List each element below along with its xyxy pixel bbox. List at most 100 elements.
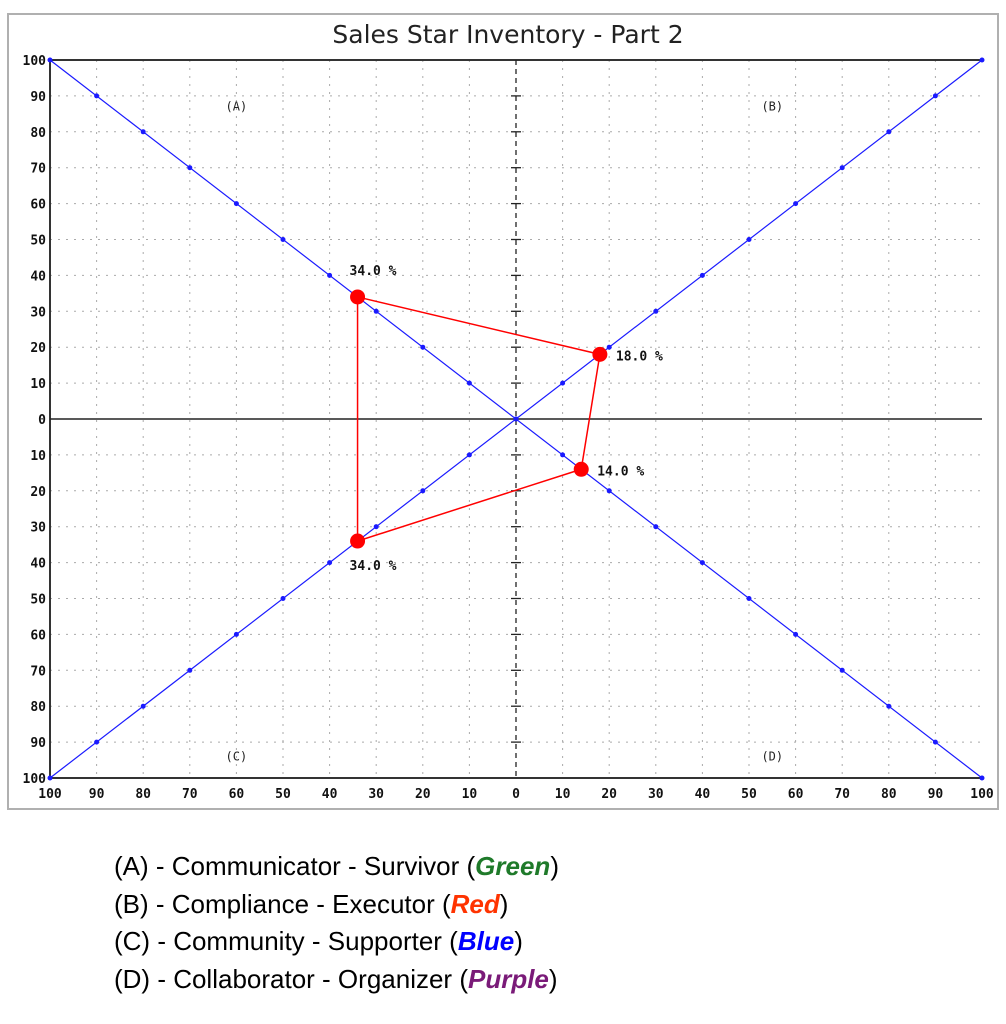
diagonal-marker: [233, 201, 239, 207]
tick-labels: 100 90 80 70 60 50 40 30 20 10 0 10 20 30 40 50 60 70 80 90…: [23, 54, 994, 802]
x-tick-label: 60: [788, 787, 804, 802]
diagonal-marker: [47, 775, 53, 781]
diagonal-marker: [420, 488, 426, 494]
x-tick-label: 30: [648, 787, 664, 802]
y-tick-label: 50: [30, 234, 46, 249]
quadrant-labels: (A) (B) (C) (D): [226, 100, 784, 764]
diagonal-marker: [187, 667, 193, 673]
y-tick-label: 80: [30, 700, 46, 715]
diagonal-marker: [233, 631, 239, 637]
diagonal-marker: [187, 165, 193, 171]
diagonal-marker: [466, 380, 472, 386]
diagonal-marker: [94, 93, 100, 99]
quadrant-label: (B): [761, 100, 783, 114]
y-tick-label: 70: [30, 162, 46, 177]
y-tick-label: 40: [30, 269, 46, 284]
diagonal-marker: [373, 308, 379, 314]
y-tick-label: 10: [30, 377, 46, 392]
diagonal-marker: [606, 344, 612, 350]
x-tick-label: 50: [275, 787, 291, 802]
data-point-a: [350, 289, 366, 305]
diagonal-marker: [746, 237, 752, 242]
x-tick-label: 100: [970, 787, 994, 802]
diagonal-marker: [140, 703, 146, 709]
legend-item-c: (C) - Community - Supporter (Blue): [114, 926, 523, 956]
quadrant-label: (C): [226, 749, 248, 763]
y-tick-label: 50: [30, 593, 46, 608]
y-tick-label: 80: [30, 126, 46, 141]
legend-item-b: (B) - Compliance - Executor (Red): [114, 888, 509, 919]
legend-item-d: (D) - Collaborator - Organizer (Purple): [114, 963, 558, 994]
diagonal-marker: [373, 524, 379, 530]
y-tick-label: 20: [30, 341, 46, 356]
data-point-d: [573, 461, 589, 477]
y-tick-label: 30: [30, 305, 46, 320]
y-tick-label: 0: [38, 413, 46, 428]
diagonal-marker: [47, 57, 53, 63]
x-tick-label: 30: [368, 787, 384, 802]
diagonal-marker: [886, 129, 892, 135]
y-tick-label: 30: [30, 521, 46, 536]
y-tick-label: 90: [30, 736, 46, 751]
x-tick-label: 90: [89, 787, 105, 802]
legend-item-a: (A) - Communicator - Survivor (Green): [114, 851, 559, 881]
diagonal-marker: [932, 739, 938, 745]
diagonal-marker: [746, 596, 752, 601]
diagonal-marker: [140, 129, 146, 135]
diagonal-marker: [280, 237, 286, 242]
y-tick-label: 40: [30, 557, 46, 572]
diagonal-marker: [94, 739, 100, 745]
data-point-b: [592, 346, 608, 362]
y-tick-label: 60: [30, 628, 46, 643]
diagonal-marker: [699, 272, 705, 278]
diagonal-marker: [606, 488, 612, 494]
x-tick-label: 20: [415, 787, 431, 802]
diagonal-marker: [932, 93, 938, 99]
diagonal-marker: [327, 560, 333, 566]
series: 34.0 % 18.0 % 14.0 % 34.0 %: [350, 264, 663, 574]
data-label-d: 14.0 %: [597, 464, 644, 479]
data-label-c: 34.0 %: [350, 559, 397, 574]
x-tick-label: 100: [38, 787, 62, 802]
data-point-c: [350, 533, 366, 549]
x-tick-label: 70: [834, 787, 850, 802]
diagonal-marker: [839, 165, 845, 171]
diagonal-marker: [839, 667, 845, 673]
y-tick-label: 70: [30, 664, 46, 679]
diagonal-marker: [793, 201, 799, 207]
quadrant-label: (A): [226, 100, 248, 114]
x-tick-label: 10: [555, 787, 571, 802]
x-tick-label: 40: [322, 787, 338, 802]
data-label-a: 34.0 %: [350, 264, 397, 279]
diagonal-marker: [560, 452, 566, 458]
x-tick-label: 60: [229, 787, 245, 802]
x-tick-label: 0: [512, 787, 520, 802]
y-tick-label: 60: [30, 198, 46, 213]
x-tick-label: 70: [182, 787, 198, 802]
chart-title: Sales Star Inventory - Part 2: [332, 20, 683, 49]
y-tick-label: 10: [30, 449, 46, 464]
y-tick-label: 100: [23, 54, 47, 69]
diagonal-marker: [653, 524, 659, 530]
diagonal-marker: [513, 416, 519, 422]
x-tick-label: 20: [601, 787, 617, 802]
x-tick-label: 40: [695, 787, 711, 802]
diagonal-marker: [979, 57, 985, 63]
quadrant-label: (D): [761, 749, 783, 763]
diagonal-marker: [560, 380, 566, 386]
diagonal-marker: [886, 703, 892, 709]
x-tick-label: 80: [135, 787, 151, 802]
axes: [49, 59, 982, 779]
y-tick-label: 100: [23, 772, 47, 787]
diagonal-marker: [793, 631, 799, 637]
diagonal-marker: [327, 272, 333, 278]
data-label-b: 18.0 %: [616, 349, 663, 364]
y-tick-label: 90: [30, 90, 46, 105]
chart-frame: [7, 13, 999, 810]
x-tick-label: 10: [462, 787, 478, 802]
x-tick-label: 80: [881, 787, 897, 802]
diagonal-marker: [979, 775, 985, 781]
diagonal-marker: [653, 308, 659, 314]
legend: (A) - Communicator - Survivor (Green) (B…: [114, 848, 559, 998]
y-tick-label: 20: [30, 485, 46, 500]
